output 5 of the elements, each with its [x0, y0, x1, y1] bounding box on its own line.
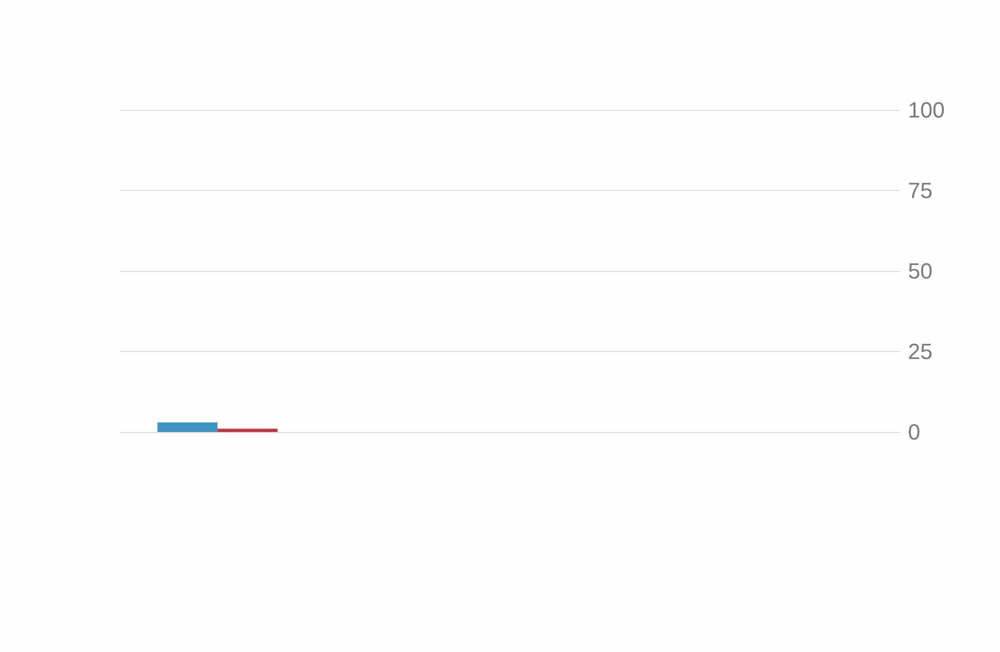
- y-tick-label: 100: [908, 98, 945, 122]
- y-tick-label: 75: [908, 178, 932, 203]
- y-tick-label: 25: [908, 339, 932, 364]
- y-tick-label: 50: [908, 258, 932, 284]
- y-tick-label: 0: [908, 420, 920, 444]
